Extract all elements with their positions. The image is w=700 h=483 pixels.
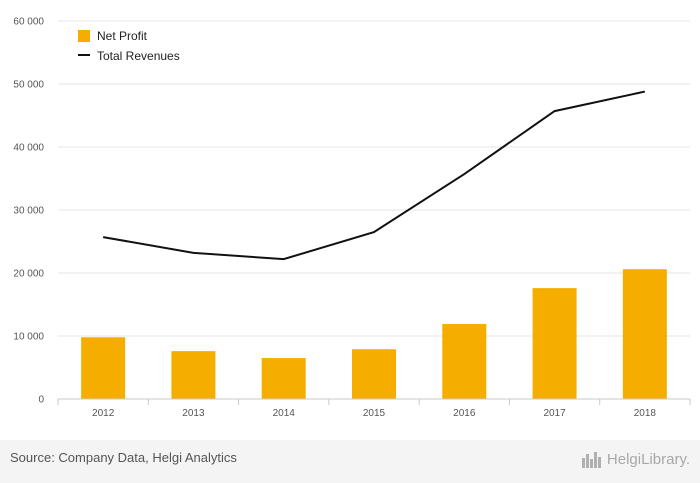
y-tick-label: 10 000 <box>13 332 44 343</box>
logo-text: HelgiLibrary. <box>606 450 690 468</box>
bar-net-profit-2016[interactable] <box>442 324 487 399</box>
footer: Source: Company Data, Helgi Analytics He… <box>0 440 700 483</box>
bar-net-profit-2014[interactable] <box>261 358 306 399</box>
legend-swatch-net-profit <box>78 30 90 42</box>
y-tick-label: 50 000 <box>13 80 44 91</box>
y-tick-label: 30 000 <box>13 206 44 217</box>
y-axis: 0 10 000 20 000 30 000 40 000 50 000 60 000 <box>13 17 44 406</box>
bar-net-profit-2018[interactable] <box>622 269 667 399</box>
bar-series-net-profit <box>81 269 667 399</box>
line-series-total-revenues <box>102 90 646 261</box>
x-tick-label: 2018 <box>634 408 657 419</box>
city-skyline-icon <box>581 452 601 468</box>
source-note: Source: Company Data, Helgi Analytics <box>10 450 237 465</box>
y-tick-label: 20 000 <box>13 269 44 280</box>
x-tick-label: 2013 <box>182 408 205 419</box>
legend-label-total-revenues: Total Revenues <box>97 49 180 63</box>
x-axis: 2012 2013 2014 2015 2016 2017 2018 <box>57 398 691 419</box>
y-tick-label: 0 <box>38 395 44 406</box>
x-tick-label: 2012 <box>92 408 115 419</box>
grid-lines <box>58 20 690 337</box>
x-tick-label: 2014 <box>273 408 296 419</box>
bar-net-profit-2015[interactable] <box>352 349 396 399</box>
chart: 0 10 000 20 000 30 000 40 000 50 000 60 000 20… <box>13 17 691 419</box>
helgi-library-logo[interactable]: HelgiLibrary. <box>581 448 690 470</box>
legend[interactable]: Net Profit Total Revenues <box>78 29 180 63</box>
y-tick-label: 40 000 <box>13 143 44 154</box>
bar-net-profit-2013[interactable] <box>171 351 216 399</box>
x-tick-label: 2016 <box>453 408 476 419</box>
legend-label-net-profit: Net Profit <box>97 29 148 43</box>
x-tick-label: 2017 <box>543 408 566 419</box>
bar-net-profit-2017[interactable] <box>532 288 577 399</box>
bar-net-profit-2012[interactable] <box>81 337 126 399</box>
x-tick-label: 2015 <box>363 408 386 419</box>
y-tick-label: 60 000 <box>13 17 44 28</box>
